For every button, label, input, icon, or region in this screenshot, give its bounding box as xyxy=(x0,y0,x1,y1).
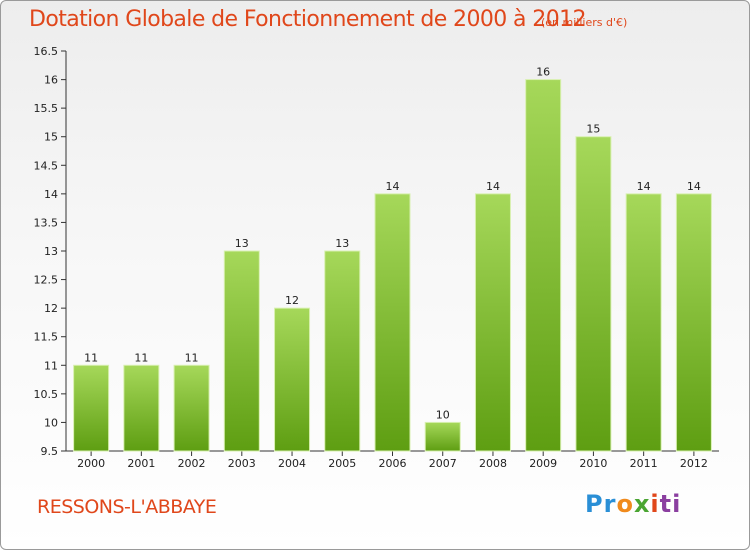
x-tick-label: 2000 xyxy=(77,457,105,470)
bar xyxy=(374,193,411,452)
x-tick-label: 2011 xyxy=(630,457,658,470)
bar xyxy=(575,136,612,452)
data-label: 10 xyxy=(436,408,450,421)
x-tick-label: 2008 xyxy=(479,457,507,470)
data-label: 14 xyxy=(486,180,500,193)
data-label: 14 xyxy=(687,180,701,193)
y-tick-label: 10.5 xyxy=(34,388,59,401)
y-tick-label: 14 xyxy=(44,188,58,201)
proxiti-logo[interactable]: Proxiti xyxy=(585,490,681,518)
bar xyxy=(223,250,260,452)
bar xyxy=(625,193,662,452)
data-label: 12 xyxy=(285,294,299,307)
y-tick-label: 16 xyxy=(44,74,58,87)
logo-part: ti xyxy=(659,490,682,518)
data-label: 11 xyxy=(134,351,148,364)
data-label: 14 xyxy=(386,180,400,193)
data-label: 11 xyxy=(185,351,199,364)
x-tick-label: 2004 xyxy=(278,457,306,470)
bar xyxy=(173,364,210,452)
commune-name: RESSONS-L'ABBAYE xyxy=(37,496,217,518)
y-tick-label: 15.5 xyxy=(34,102,59,115)
y-tick-label: 13 xyxy=(44,245,58,258)
y-tick-label: 15 xyxy=(44,131,58,144)
data-label: 16 xyxy=(536,66,550,79)
chart-unit: (en milliers d'€) xyxy=(541,16,628,29)
bar xyxy=(123,364,160,452)
y-tick-label: 16.5 xyxy=(34,45,59,58)
chart-data-labels: 11 11 11 13 12 13 14 10 14 16 15 14 14 xyxy=(84,66,701,422)
bar xyxy=(675,193,712,452)
y-tick-label: 10 xyxy=(44,416,58,429)
bar xyxy=(424,421,461,452)
x-tick-label: 2006 xyxy=(379,457,407,470)
data-label: 15 xyxy=(586,123,600,136)
y-tick-label: 11 xyxy=(44,359,58,372)
y-tick-label: 14.5 xyxy=(34,159,59,172)
logo-part: i xyxy=(650,490,660,518)
bar xyxy=(525,79,562,452)
x-tick-label: 2009 xyxy=(529,457,557,470)
chart-bars xyxy=(73,79,712,452)
logo-part: x xyxy=(633,490,651,518)
x-tick-label: 2003 xyxy=(228,457,256,470)
data-label: 13 xyxy=(335,237,349,250)
y-tick-label: 12.5 xyxy=(34,274,59,287)
y-tick-label: 12 xyxy=(44,302,58,315)
bar xyxy=(324,250,361,452)
bar xyxy=(474,193,511,452)
y-tick-label: 13.5 xyxy=(34,216,59,229)
x-tick-label: 2001 xyxy=(127,457,155,470)
y-tick-label: 9.5 xyxy=(41,445,59,458)
bar xyxy=(73,364,110,452)
x-tick-label: 2010 xyxy=(579,457,607,470)
x-tick-label: 2005 xyxy=(328,457,356,470)
data-label: 13 xyxy=(235,237,249,250)
x-tick-label: 2002 xyxy=(178,457,206,470)
data-label: 14 xyxy=(637,180,651,193)
data-label: 11 xyxy=(84,351,98,364)
bar xyxy=(274,307,311,452)
x-tick-label: 2007 xyxy=(429,457,457,470)
x-tick-label: 2012 xyxy=(680,457,708,470)
logo-part: Pr xyxy=(585,490,617,518)
chart-axes: 9.5 10 10.5 11 11.5 12 12.5 13 13.5 14 14.5 15 15.5 1… xyxy=(34,45,719,470)
logo-part: o xyxy=(616,490,634,518)
chart-title: Dotation Globale de Fonctionnement de 20… xyxy=(29,7,587,32)
y-tick-label: 11.5 xyxy=(34,331,59,344)
